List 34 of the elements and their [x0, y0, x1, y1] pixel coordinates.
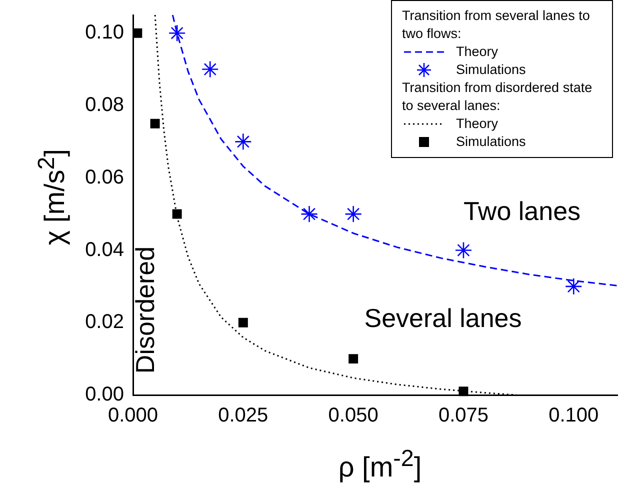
legend-label: Theory: [456, 43, 498, 61]
annotation: Disordered: [130, 246, 160, 374]
annotation: Two lanes: [463, 196, 581, 226]
point: [168, 24, 186, 42]
point: [172, 209, 182, 219]
annotation: Transition from disordered state to several lanes:: [402, 79, 594, 115]
y-tick-label: 0.06: [85, 166, 124, 188]
point: [300, 205, 318, 223]
x-tick-label: 0.000: [108, 404, 158, 427]
annotation: Several lanes: [364, 303, 522, 334]
point: [234, 133, 252, 150]
y-tick-label: 0.10: [85, 22, 124, 44]
y-tick-label: 0.00: [85, 384, 124, 406]
legend-label: Simulations: [456, 133, 526, 151]
point: [344, 205, 362, 223]
x-tick-label: 0.075: [438, 404, 489, 427]
point: [238, 318, 248, 328]
annotation: Transition from several lanes to two flows:: [402, 7, 591, 43]
legend-label: Theory: [456, 115, 498, 133]
y-tick-label: 0.02: [85, 311, 124, 334]
point: [132, 28, 142, 38]
point: [201, 60, 219, 78]
point: [150, 118, 160, 128]
x-tick-label: 0.050: [328, 404, 378, 427]
point: [454, 242, 472, 259]
x-axis-title: ρ [m$^{-2}$]: [337, 445, 423, 484]
legend-label: Simulations: [456, 61, 526, 79]
x-tick-label: 0.025: [218, 404, 268, 427]
point: [564, 278, 582, 296]
x-tick-label: 0.100: [548, 404, 599, 427]
point: [458, 386, 468, 396]
point: [348, 354, 358, 364]
y-tick-label: 0.08: [85, 94, 124, 116]
y-tick-label: 0.04: [85, 238, 124, 261]
